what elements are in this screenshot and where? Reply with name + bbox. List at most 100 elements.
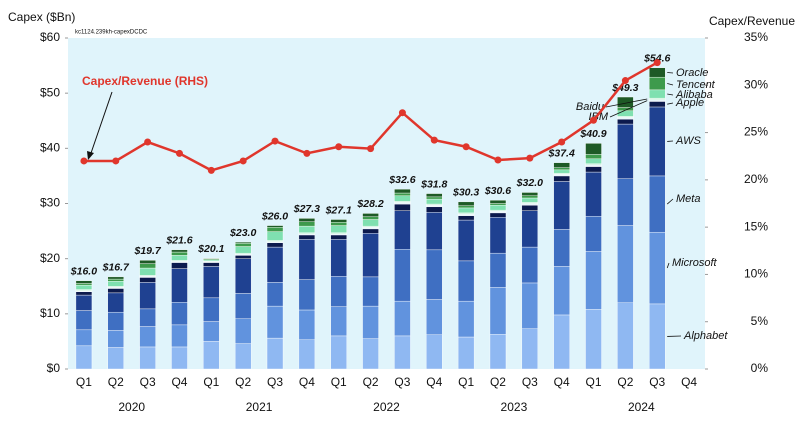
bar-segment <box>585 309 602 370</box>
bar-segment <box>489 199 507 204</box>
total-label: $28.2 <box>356 198 383 210</box>
bar-segment <box>585 143 602 155</box>
legend-arrow <box>666 198 674 205</box>
bar-segment <box>298 225 316 233</box>
y-tick-label: $30 <box>40 196 60 210</box>
y-tick-label: $40 <box>40 141 60 155</box>
bar-segment <box>75 291 93 296</box>
bar-segment <box>362 219 379 227</box>
total-label: $27.3 <box>293 203 320 215</box>
y2-tick-label: 20% <box>744 172 768 186</box>
bar-segment <box>457 207 475 214</box>
bar-segment <box>617 110 634 117</box>
bar-segment <box>394 300 411 337</box>
bar-segment <box>234 318 252 344</box>
bar-segment <box>394 202 411 205</box>
bar-segment <box>489 217 507 254</box>
ratio-point <box>175 149 183 157</box>
bar-segment <box>489 287 507 335</box>
bar-segment <box>75 283 93 286</box>
y2-axis-label: Capex/Revenue <box>709 14 795 28</box>
bar-segment <box>426 204 443 208</box>
bar-segment <box>426 212 443 251</box>
bar-segment <box>649 99 666 102</box>
bar-segment <box>139 282 156 310</box>
ratio-point <box>494 156 502 164</box>
bar-segment <box>203 321 220 342</box>
bar-segment <box>362 227 379 230</box>
bar-segment <box>139 308 156 327</box>
bar-segment <box>266 242 284 248</box>
ratio-point <box>335 143 343 151</box>
bar-segment <box>139 326 156 348</box>
bar-segment <box>298 279 316 311</box>
bar-segment <box>457 336 475 370</box>
bar-segment <box>649 175 666 233</box>
bar-segment <box>553 174 570 177</box>
bar-segment <box>617 302 634 370</box>
bar-segment <box>75 280 93 284</box>
bar-segment <box>553 169 570 174</box>
total-label: $16.7 <box>102 262 130 274</box>
total-label: $32.6 <box>388 174 415 186</box>
bar-segment <box>362 233 379 278</box>
total-label: $40.9 <box>579 128 606 140</box>
bar-segment <box>394 335 411 370</box>
bar-segment <box>457 215 475 221</box>
total-label: $32.0 <box>516 177 543 189</box>
bar-segment <box>171 324 188 348</box>
bar-segment <box>489 211 507 214</box>
bar-segment <box>394 203 411 211</box>
x-group-label: 2022 <box>373 400 400 414</box>
bar-segment <box>139 260 156 264</box>
bar-segment <box>617 178 634 226</box>
bar-segment <box>649 106 666 177</box>
bar-segment <box>362 305 379 339</box>
bar-segment <box>330 276 347 307</box>
x-tick-label: Q1 <box>331 375 347 389</box>
x-tick-label: Q2 <box>363 375 379 389</box>
bar-segment <box>553 229 570 267</box>
x-tick-label: Q3 <box>522 375 538 389</box>
bar-segment <box>362 228 379 234</box>
bar-segment <box>330 306 347 337</box>
bar-segment <box>75 329 93 347</box>
legend-arrow <box>667 72 674 74</box>
x-tick-label: Q4 <box>426 375 442 389</box>
total-label: $27.1 <box>325 204 352 216</box>
bar-segment <box>171 346 188 370</box>
legend-label: Tencent <box>676 79 716 91</box>
total-label: $21.6 <box>165 235 192 247</box>
annotation-arrowhead <box>87 151 94 160</box>
x-tick-label: Q3 <box>140 375 156 389</box>
legend-arrow <box>667 93 674 96</box>
bar-segment <box>266 227 284 232</box>
bar-segment <box>585 251 602 310</box>
ratio-point <box>526 154 534 162</box>
bar-segment <box>617 96 634 108</box>
legend-arrow <box>667 83 674 86</box>
bar-segment <box>330 219 347 223</box>
bar-segment <box>521 203 539 206</box>
y-axis-label: Capex ($Bn) <box>8 10 75 24</box>
bar-segment <box>266 231 284 241</box>
x-group-label: 2020 <box>118 400 145 414</box>
x-tick-label: Q4 <box>299 375 315 389</box>
y-tick-label: $60 <box>40 30 60 44</box>
bar-segment <box>139 263 156 269</box>
bar-segment <box>298 339 316 370</box>
bar-segment <box>330 225 347 233</box>
bar-segment <box>521 328 539 370</box>
bar-segment <box>362 213 379 217</box>
y-tick-label: $0 <box>47 361 61 375</box>
bar-segment <box>266 225 284 228</box>
bar-segment <box>553 266 570 316</box>
bar-segment <box>649 101 666 108</box>
bar-segment <box>203 257 220 259</box>
bar-segment <box>107 330 124 348</box>
ratio-point <box>558 138 566 146</box>
bar-segment <box>457 300 475 338</box>
bar-segment <box>75 284 93 290</box>
bar-segment <box>489 252 507 288</box>
bar-segment <box>394 249 411 302</box>
